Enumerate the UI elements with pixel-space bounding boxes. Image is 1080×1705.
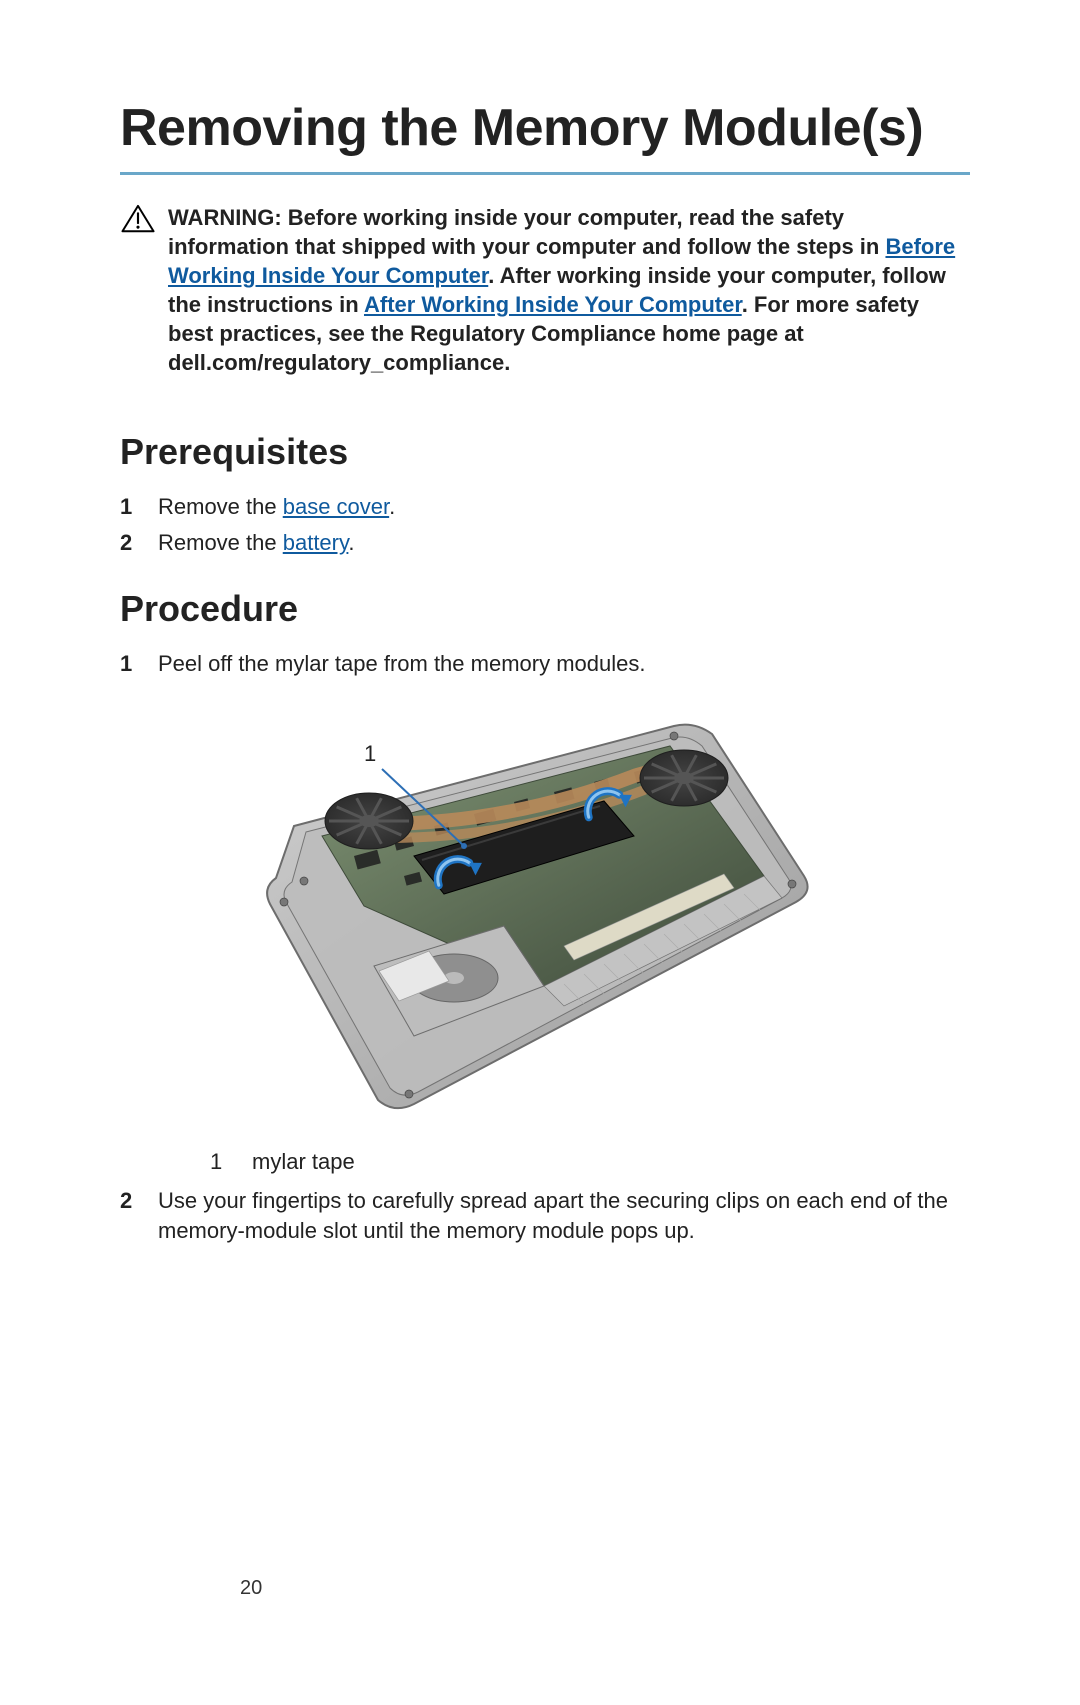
step-text: Remove the [158, 494, 283, 519]
warning-text: WARNING: Before working inside your comp… [168, 203, 970, 377]
page-number: 20 [240, 1576, 262, 1601]
warning-block: WARNING: Before working inside your comp… [120, 203, 970, 377]
procedure-list: Peel off the mylar tape from the memory … [120, 649, 970, 679]
legend-number: 1 [210, 1148, 252, 1176]
list-item: Remove the battery. [120, 528, 970, 558]
step-text: Use your fingertips to carefully spread … [158, 1186, 970, 1245]
legend-label: mylar tape [252, 1149, 355, 1174]
warning-icon [120, 203, 164, 239]
link-battery[interactable]: battery [283, 530, 349, 555]
step-text: . [389, 494, 395, 519]
page-title: Removing the Memory Module(s) [120, 100, 970, 156]
laptop-internals-illustration: 1 [204, 706, 824, 1126]
procedure-list-cont: Use your fingertips to carefully spread … [120, 1186, 970, 1245]
figure-legend: 1mylar tape [210, 1148, 970, 1176]
prerequisites-heading: Prerequisites [120, 429, 970, 474]
title-rule [120, 172, 970, 175]
list-item: Use your fingertips to carefully spread … [120, 1186, 970, 1245]
step-text: . [348, 530, 354, 555]
link-after-working[interactable]: After Working Inside Your Computer [364, 292, 742, 317]
list-item: Remove the base cover. [120, 492, 970, 522]
warning-prefix: WARNING: Before working inside your comp… [168, 205, 885, 259]
list-item: Peel off the mylar tape from the memory … [120, 649, 970, 679]
svg-text:1: 1 [364, 741, 376, 766]
link-base-cover[interactable]: base cover [283, 494, 389, 519]
step-text: Peel off the mylar tape from the memory … [158, 649, 970, 679]
figure: 1 [204, 706, 970, 1126]
procedure-heading: Procedure [120, 586, 970, 631]
prerequisites-list: Remove the base cover. Remove the batter… [120, 492, 970, 557]
step-text: Remove the [158, 530, 283, 555]
